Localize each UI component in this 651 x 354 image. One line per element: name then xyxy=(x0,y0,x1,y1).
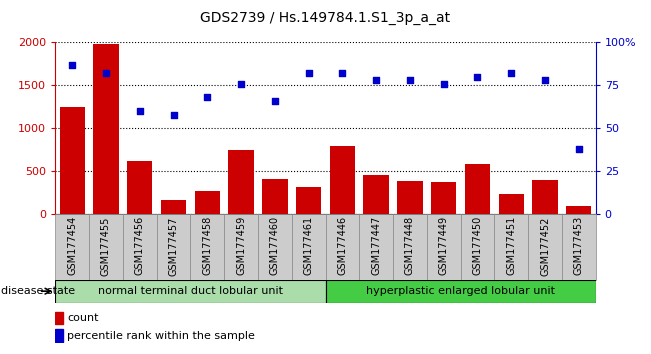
Text: GSM177448: GSM177448 xyxy=(405,216,415,275)
Text: GSM177449: GSM177449 xyxy=(439,216,449,275)
Bar xyxy=(326,280,596,303)
Bar xyxy=(224,214,258,280)
Text: GSM177453: GSM177453 xyxy=(574,216,584,275)
Text: hyperplastic enlarged lobular unit: hyperplastic enlarged lobular unit xyxy=(366,286,555,296)
Bar xyxy=(562,214,596,280)
Bar xyxy=(461,214,494,280)
Text: GSM177451: GSM177451 xyxy=(506,216,516,275)
Text: count: count xyxy=(67,313,99,323)
Point xyxy=(135,108,145,114)
Point xyxy=(472,74,482,80)
Point xyxy=(270,98,280,104)
Bar xyxy=(363,175,389,214)
Text: GSM177461: GSM177461 xyxy=(303,216,314,275)
Bar xyxy=(89,214,123,280)
Bar xyxy=(528,214,562,280)
Point xyxy=(101,70,111,76)
Bar xyxy=(296,187,322,214)
Point xyxy=(202,95,212,100)
Text: GSM177458: GSM177458 xyxy=(202,216,212,275)
Bar xyxy=(499,194,524,214)
Bar xyxy=(533,180,558,214)
Text: GSM177452: GSM177452 xyxy=(540,216,550,275)
Bar xyxy=(161,200,186,214)
Point xyxy=(405,78,415,83)
Bar xyxy=(55,329,62,342)
Bar xyxy=(229,150,254,214)
Bar xyxy=(191,214,224,280)
Bar xyxy=(123,214,157,280)
Bar xyxy=(465,164,490,214)
Point xyxy=(574,146,584,152)
Text: GSM177459: GSM177459 xyxy=(236,216,246,275)
Point xyxy=(540,78,550,83)
Bar xyxy=(329,146,355,214)
Bar xyxy=(427,214,461,280)
Bar xyxy=(292,214,326,280)
Bar xyxy=(262,179,288,214)
Text: percentile rank within the sample: percentile rank within the sample xyxy=(67,331,255,341)
Point xyxy=(169,112,179,118)
Bar xyxy=(55,214,89,280)
Bar xyxy=(431,182,456,214)
Bar xyxy=(127,161,152,214)
Point xyxy=(506,70,516,76)
Text: GSM177450: GSM177450 xyxy=(473,216,482,275)
Point xyxy=(371,78,381,83)
Text: GSM177446: GSM177446 xyxy=(337,216,348,275)
Point xyxy=(337,70,348,76)
Text: GSM177460: GSM177460 xyxy=(270,216,280,275)
Bar xyxy=(93,44,118,214)
Point xyxy=(439,81,449,86)
Bar xyxy=(55,312,62,324)
Text: GSM177454: GSM177454 xyxy=(67,216,77,275)
Bar xyxy=(157,214,191,280)
Bar xyxy=(59,107,85,214)
Point xyxy=(303,70,314,76)
Text: GSM177447: GSM177447 xyxy=(371,216,381,275)
Bar xyxy=(258,214,292,280)
Bar xyxy=(359,214,393,280)
Bar xyxy=(195,191,220,214)
Point xyxy=(67,62,77,68)
Point xyxy=(236,81,246,86)
Text: GSM177455: GSM177455 xyxy=(101,216,111,275)
Bar xyxy=(397,181,422,214)
Bar xyxy=(326,214,359,280)
Bar xyxy=(566,206,592,214)
Bar xyxy=(393,214,427,280)
Bar xyxy=(55,280,325,303)
Bar xyxy=(494,214,528,280)
Text: disease state: disease state xyxy=(1,286,76,296)
Text: GSM177456: GSM177456 xyxy=(135,216,145,275)
Text: normal terminal duct lobular unit: normal terminal duct lobular unit xyxy=(98,286,283,296)
Text: GDS2739 / Hs.149784.1.S1_3p_a_at: GDS2739 / Hs.149784.1.S1_3p_a_at xyxy=(201,11,450,25)
Text: GSM177457: GSM177457 xyxy=(169,216,178,275)
